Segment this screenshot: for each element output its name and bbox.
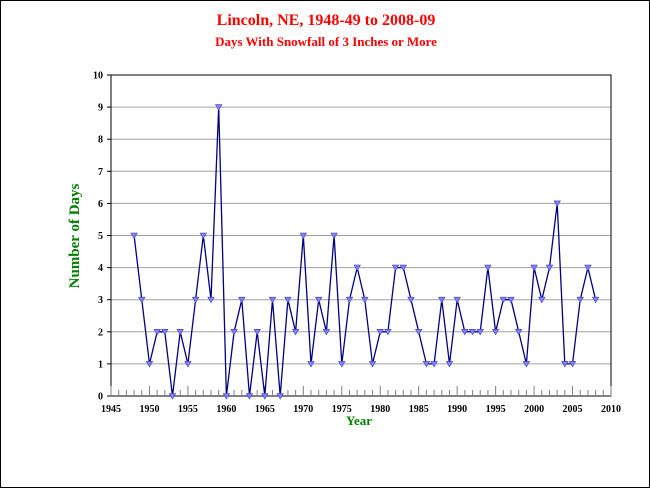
x-tick-label: 1970 [293,404,313,415]
data-point [291,328,300,336]
x-tick-label: 1960 [216,404,236,415]
data-point [576,296,584,304]
data-point [445,361,454,368]
x-tick-label: 2000 [524,404,544,415]
data-point [261,393,269,400]
data-point [184,361,192,368]
data-point [507,296,515,304]
y-tick-label: 0 [98,392,103,403]
data-point [322,328,331,336]
data-point [207,296,215,304]
y-tick-label: 1 [98,359,103,370]
x-tick-label: 1950 [139,404,159,415]
x-tick-label: 2010 [601,404,621,415]
y-tick-label: 8 [98,135,103,146]
axis-ticks: 0 1 2 3 4 5 6 7 8 9 10 1945 1950 1955 1960 1965 1970 1975… [93,71,621,416]
data-point [484,264,492,272]
y-tick-label: 4 [98,263,103,274]
data-point [222,393,231,400]
series-line [133,107,597,397]
data-point [361,296,369,304]
y-tick-label: 2 [98,327,103,338]
y-axis-title: Number of Days [67,183,83,288]
data-point [138,296,146,304]
data-point [438,296,446,304]
data-point [330,232,338,240]
chart-title: Lincoln, NE, 1948-49 to 2008-09 [217,12,436,29]
data-point [376,328,384,336]
data-point [561,361,569,368]
data-point [553,200,561,207]
data-point [499,296,508,304]
data-point [407,296,415,304]
data-point [384,328,392,336]
data-point [545,264,554,272]
data-point [353,264,361,272]
y-tick-label: 3 [98,295,103,306]
y-tick-label: 9 [98,103,103,114]
data-point [145,361,154,368]
x-tick-label: 1945 [101,404,121,415]
x-tick-label: 1965 [255,404,275,415]
chart-subtitle: Days With Snowfall of 3 Inches or More [215,34,437,49]
x-tick-label: 1990 [447,404,467,415]
data-point [276,393,284,400]
data-series [130,104,600,400]
data-point [476,328,484,336]
y-tick-label: 7 [98,167,103,178]
data-point [214,104,223,111]
data-point [345,296,354,304]
y-tick-label: 10 [93,71,103,82]
data-point [191,296,200,304]
data-point [538,296,546,304]
data-point [130,232,138,240]
data-point [584,264,592,272]
data-point [399,264,408,272]
data-point [468,328,477,336]
data-point [591,296,600,304]
y-tick-label: 5 [98,231,103,242]
data-point [199,232,208,240]
data-point [238,296,246,304]
data-point [568,361,577,368]
data-point [338,361,346,368]
data-point [461,328,469,336]
x-axis-title: Year [346,413,372,428]
data-point [430,361,438,368]
data-point [514,328,523,336]
data-point [176,328,184,336]
x-tick-label: 2005 [563,404,583,415]
data-point [307,361,315,368]
x-tick-label: 1980 [370,404,390,415]
x-tick-label: 1955 [178,404,198,415]
data-point [284,296,292,304]
data-point [245,393,254,400]
data-point [230,328,238,336]
x-tick-label: 1995 [486,404,506,415]
y-tick-label: 6 [98,199,103,210]
data-point [491,328,500,336]
data-point [314,296,323,304]
data-point [422,361,431,368]
data-point [268,296,277,304]
x-tick-label: 1975 [332,404,352,415]
data-point [453,296,461,304]
data-point [530,264,538,272]
data-point [161,328,169,336]
data-point [299,232,308,240]
data-point [414,328,423,336]
data-point [522,361,531,368]
data-point [153,328,161,336]
data-point [368,361,377,368]
data-point [168,393,177,400]
grid-lines [111,106,611,365]
data-point [253,328,261,336]
data-point [391,264,400,272]
x-tick-label: 1985 [409,404,429,415]
